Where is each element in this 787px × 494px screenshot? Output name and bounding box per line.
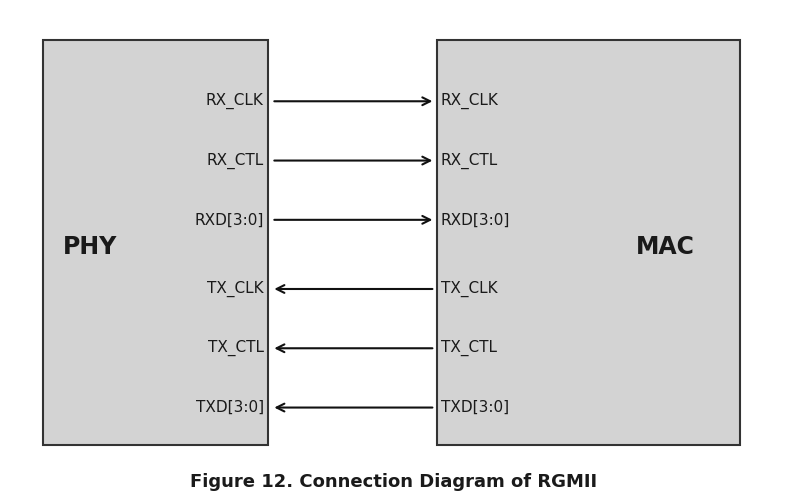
Bar: [43, 40, 268, 445]
Text: RX_CLK: RX_CLK: [441, 93, 499, 109]
Text: TX_CLK: TX_CLK: [441, 281, 497, 297]
Text: TX_CTL: TX_CTL: [441, 340, 497, 356]
Text: RX_CLK: RX_CLK: [205, 93, 264, 109]
Text: RXD[3:0]: RXD[3:0]: [441, 212, 510, 227]
Text: RX_CTL: RX_CTL: [441, 153, 498, 168]
Text: TXD[3:0]: TXD[3:0]: [195, 400, 264, 415]
Text: Figure 12. Connection Diagram of RGMII: Figure 12. Connection Diagram of RGMII: [190, 473, 597, 491]
Text: TX_CLK: TX_CLK: [207, 281, 264, 297]
Text: PHY: PHY: [63, 235, 118, 259]
Text: RXD[3:0]: RXD[3:0]: [194, 212, 264, 227]
Text: TX_CTL: TX_CTL: [208, 340, 264, 356]
Text: RX_CTL: RX_CTL: [206, 153, 264, 168]
Bar: [437, 40, 740, 445]
Text: MAC: MAC: [636, 235, 694, 259]
Text: TXD[3:0]: TXD[3:0]: [441, 400, 509, 415]
